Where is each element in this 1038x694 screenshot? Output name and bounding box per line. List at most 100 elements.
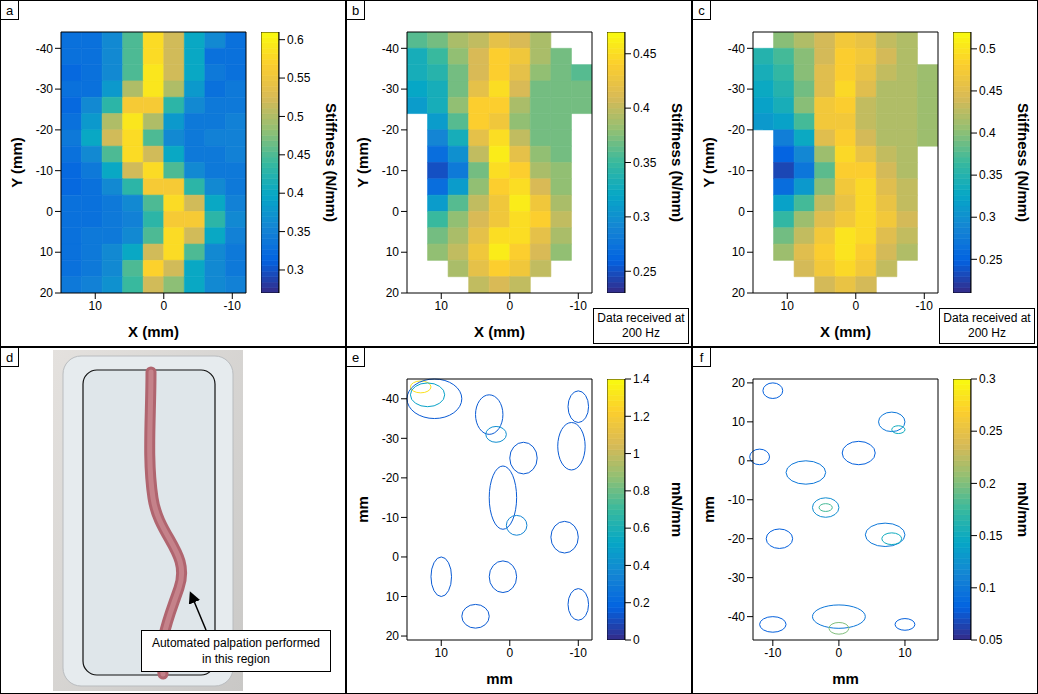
svg-text:0.4: 0.4 (287, 186, 304, 200)
svg-text:X (mm): X (mm) (820, 323, 871, 340)
svg-text:0.6: 0.6 (287, 33, 304, 47)
svg-text:0.25: 0.25 (979, 253, 1003, 267)
svg-text:0.3: 0.3 (979, 372, 996, 386)
svg-text:mN/mm: mN/mm (1015, 482, 1032, 537)
html-text:Automated palpation performed: Automated palpation performed in this re… (151, 636, 320, 666)
svg-text:0.25: 0.25 (633, 265, 657, 279)
svg-text:0.35: 0.35 (979, 168, 1003, 182)
svg-text:-30: -30 (728, 82, 746, 96)
svg-text:-40: -40 (36, 42, 54, 56)
svg-text:0.15: 0.15 (979, 529, 1003, 543)
svg-text:-10: -10 (728, 164, 746, 178)
svg-text:-20: -20 (36, 123, 54, 137)
svg-text:0.55: 0.55 (287, 71, 311, 85)
svg-text:-10: -10 (570, 646, 588, 660)
svg-text:-30: -30 (382, 432, 400, 446)
svg-text:-20: -20 (728, 532, 746, 546)
svg-text:-20: -20 (382, 123, 400, 137)
svg-text:20: 20 (386, 286, 400, 300)
svg-text:10: 10 (898, 646, 912, 660)
svg-text:0.45: 0.45 (287, 148, 311, 162)
svg-text:0.8: 0.8 (633, 484, 650, 498)
svg-text:1: 1 (633, 447, 640, 461)
svg-text:-40: -40 (382, 42, 400, 56)
svg-text:mm: mm (486, 670, 513, 687)
svg-text:20: 20 (732, 376, 746, 390)
svg-text:0.2: 0.2 (979, 477, 996, 491)
svg-text:mm: mm (700, 496, 717, 523)
svg-text:0.25: 0.25 (979, 424, 1003, 438)
svg-text:-30: -30 (382, 82, 400, 96)
svg-text:20: 20 (386, 629, 400, 643)
svg-text:0.6: 0.6 (633, 521, 650, 535)
svg-text:-10: -10 (728, 493, 746, 507)
svg-text:-10: -10 (224, 299, 242, 313)
svg-text:0.4: 0.4 (979, 126, 996, 140)
svg-text:10: 10 (386, 245, 400, 259)
svg-text:0.4: 0.4 (633, 101, 650, 115)
svg-text:0.35: 0.35 (633, 156, 657, 170)
svg-text:mm: mm (832, 670, 859, 687)
svg-text:-40: -40 (728, 610, 746, 624)
svg-text:10: 10 (40, 245, 54, 259)
svg-text:0: 0 (392, 205, 399, 219)
svg-text:1.4: 1.4 (633, 372, 650, 386)
svg-text:Stiffness (N/mm): Stiffness (N/mm) (669, 103, 686, 222)
svg-text:10: 10 (89, 299, 103, 313)
svg-text:0: 0 (392, 550, 399, 564)
svg-text:-10: -10 (36, 164, 54, 178)
svg-text:Stiffness (N/mm): Stiffness (N/mm) (1015, 103, 1032, 222)
svg-text:0.35: 0.35 (287, 225, 311, 239)
svg-text:-10: -10 (764, 646, 782, 660)
svg-text:10: 10 (781, 299, 795, 313)
svg-text:10: 10 (732, 245, 746, 259)
svg-text:0.45: 0.45 (633, 47, 657, 61)
svg-text:0: 0 (506, 646, 513, 660)
svg-text:-10: -10 (382, 164, 400, 178)
svg-text:0: 0 (852, 299, 859, 313)
svg-text:-30: -30 (36, 82, 54, 96)
svg-text:0.3: 0.3 (979, 210, 996, 224)
svg-text:10: 10 (732, 415, 746, 429)
svg-text:0: 0 (633, 633, 640, 647)
svg-text:-30: -30 (728, 571, 746, 585)
svg-text:0.1: 0.1 (979, 581, 996, 595)
svg-text:-40: -40 (382, 392, 400, 406)
svg-text:0: 0 (506, 299, 513, 313)
svg-text:Y (mm): Y (mm) (354, 137, 371, 188)
svg-text:mN/mm: mN/mm (669, 482, 686, 537)
svg-text:0: 0 (738, 454, 745, 468)
svg-text:20: 20 (732, 286, 746, 300)
svg-text:20: 20 (40, 286, 54, 300)
svg-text:0.2: 0.2 (633, 596, 650, 610)
svg-text:X (mm): X (mm) (128, 323, 179, 340)
svg-text:0.4: 0.4 (633, 559, 650, 573)
svg-text:-40: -40 (728, 42, 746, 56)
svg-text:mm: mm (354, 496, 371, 523)
html-text:Data received at 200 Hz: Data received at 200 Hz (597, 311, 685, 340)
svg-text:-20: -20 (382, 471, 400, 485)
svg-text:0.45: 0.45 (979, 84, 1003, 98)
svg-text:0.05: 0.05 (979, 633, 1003, 647)
svg-text:10: 10 (386, 590, 400, 604)
svg-text:0.3: 0.3 (633, 210, 650, 224)
svg-text:10: 10 (435, 299, 449, 313)
svg-text:Stiffness (N/mm): Stiffness (N/mm) (323, 103, 340, 222)
svg-text:0.5: 0.5 (979, 42, 996, 56)
svg-text:1.2: 1.2 (633, 410, 650, 424)
svg-text:-20: -20 (728, 123, 746, 137)
svg-text:0: 0 (160, 299, 167, 313)
svg-text:0: 0 (836, 646, 843, 660)
svg-text:0: 0 (738, 205, 745, 219)
html-text:Data received at 200 Hz: Data received at 200 Hz (943, 311, 1031, 340)
svg-text:X (mm): X (mm) (474, 323, 525, 340)
svg-text:Y (mm): Y (mm) (700, 137, 717, 188)
svg-text:-10: -10 (570, 299, 588, 313)
svg-text:0.3: 0.3 (287, 263, 304, 277)
svg-text:0: 0 (46, 205, 53, 219)
svg-text:-10: -10 (916, 299, 934, 313)
svg-text:10: 10 (435, 646, 449, 660)
svg-text:Y (mm): Y (mm) (8, 137, 25, 188)
svg-text:0.5: 0.5 (287, 110, 304, 124)
svg-text:-10: -10 (382, 511, 400, 525)
